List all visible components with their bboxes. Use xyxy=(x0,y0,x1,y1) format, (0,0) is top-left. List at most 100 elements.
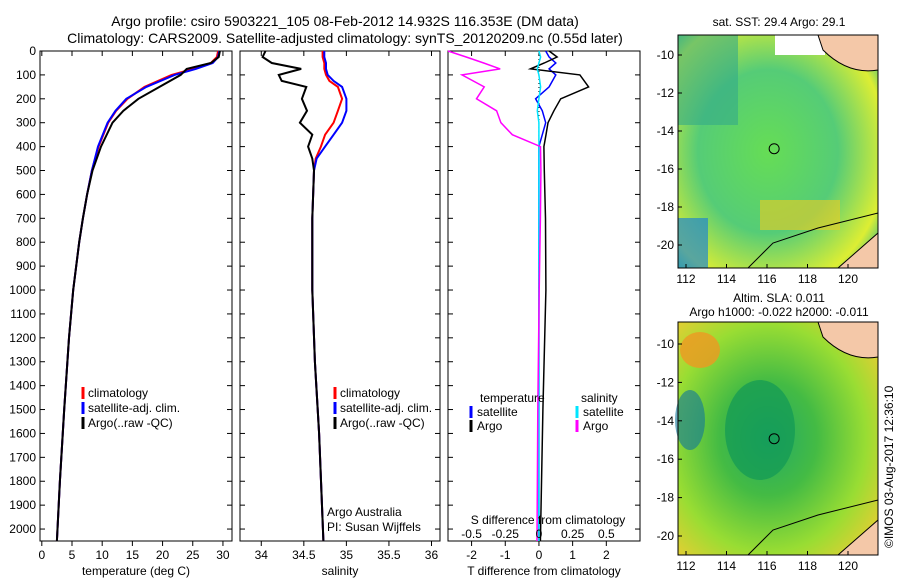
legend-label: Argo(..raw -QC) xyxy=(88,416,173,430)
annotation-line: Argo Australia xyxy=(327,505,402,519)
y-tick-label: 400 xyxy=(16,140,36,154)
top-tick-label: 0.5 xyxy=(598,527,615,541)
y-tick-label: 1300 xyxy=(9,355,36,369)
salinity-profile-panel: 34 34.5 35 35.5 36 salinity climatologysatelli… xyxy=(239,50,441,578)
plot-frame xyxy=(447,50,641,542)
x-tick-label: -2 xyxy=(466,548,477,562)
lat-tick-label: -10 xyxy=(657,48,675,62)
y-tick-label: 100 xyxy=(16,68,36,82)
map-subtitle: Argo h1000: -0.022 h2000: -0.011 xyxy=(689,305,869,319)
missing-data xyxy=(775,35,825,55)
map-title: sat. SST: 29.4 Argo: 29.1 xyxy=(713,15,846,29)
lon-tick-label: 116 xyxy=(757,272,776,286)
x-tick-label: 2 xyxy=(603,548,610,562)
argo-location-marker xyxy=(768,143,780,155)
x-axis-label: temperature (deg C) xyxy=(82,564,190,578)
x-tick-label: 25 xyxy=(186,548,200,562)
y-tick-label: 2000 xyxy=(9,522,36,536)
footer-stamp: ©IMOS 03-Aug-2017 12:36:10 xyxy=(882,385,896,548)
lon-tick-label: 116 xyxy=(757,559,776,573)
y-tick-label: 800 xyxy=(16,235,36,249)
x-tick-label: 35 xyxy=(340,548,354,562)
x-tick-label: 35.5 xyxy=(377,548,401,562)
x-tick-label: 34 xyxy=(255,548,269,562)
x-tick-label: 15 xyxy=(126,548,140,562)
series-line-argo xyxy=(55,50,221,542)
lon-tick-label: 112 xyxy=(676,272,695,286)
x-tick-label: 0 xyxy=(38,548,45,562)
lat-tick-label: -10 xyxy=(657,337,675,351)
y-tick-label: 700 xyxy=(16,211,36,225)
lat-tick-label: -18 xyxy=(657,200,675,214)
top-tick-label: 0 xyxy=(536,527,543,541)
legend-label: climatology xyxy=(88,386,148,400)
lat-tick-label: -14 xyxy=(657,124,675,138)
top-axis-label: S difference from climatology xyxy=(471,513,626,527)
x-tick-label: 5 xyxy=(69,548,76,562)
x-axis-label: salinity xyxy=(322,564,359,578)
lon-tick-label: 118 xyxy=(798,559,817,573)
top-tick-label: 0.25 xyxy=(561,527,585,541)
y-tick-label: 1700 xyxy=(9,450,36,464)
lon-tick-label: 120 xyxy=(838,272,858,286)
y-tick-label: 200 xyxy=(16,92,36,106)
series-line-s-argo-x-on-t-scale- xyxy=(447,50,542,542)
legend-label: satellite xyxy=(583,405,624,419)
legend-label: Argo xyxy=(583,419,609,433)
map-frame xyxy=(677,34,879,269)
plot-frame xyxy=(239,50,441,542)
argo-location-marker xyxy=(768,433,780,445)
title-line-1: Argo profile: csiro 5903221_105 08-Feb-2… xyxy=(111,13,579,29)
lat-tick-label: -18 xyxy=(657,491,675,505)
legend-label: Argo(..raw -QC) xyxy=(340,416,425,430)
series-line-s-satellite-x-on-t-scale- xyxy=(536,50,542,541)
y-tick-label: 1600 xyxy=(9,426,36,440)
lon-tick-label: 114 xyxy=(717,272,736,286)
annotation-line: PI: Susan Wijffels xyxy=(327,520,421,534)
x-tick-label: 36 xyxy=(425,548,439,562)
x-axis-label: T difference from climatology xyxy=(467,564,621,578)
temperature-profile-panel: 0100200300400500600700800900100011001200… xyxy=(9,44,233,578)
legend-label: climatology xyxy=(340,386,400,400)
legend-label: Argo xyxy=(477,419,503,433)
x-tick-label: 34.5 xyxy=(292,548,316,562)
y-tick-label: 900 xyxy=(16,259,36,273)
y-tick-label: 1200 xyxy=(9,331,36,345)
lat-tick-label: -16 xyxy=(657,452,675,466)
map-patch xyxy=(678,35,738,125)
y-tick-label: 1000 xyxy=(9,283,36,297)
legend-label: satellite-adj. clim. xyxy=(340,401,432,415)
x-tick-label: -1 xyxy=(500,548,511,562)
lon-tick-label: 120 xyxy=(838,559,858,573)
x-tick-label: 1 xyxy=(569,548,576,562)
x-tick-label: 30 xyxy=(216,548,230,562)
difference-profile-panel: -2 -1 0 1 2 T difference from climatology temp… xyxy=(447,50,641,578)
map-patch xyxy=(675,390,705,450)
sst-map: 112 114 116 118 120 -10 -12 -14 -16 -18 -20 sat. SS… xyxy=(657,15,879,286)
y-tick-label: 600 xyxy=(16,187,36,201)
lat-tick-label: -16 xyxy=(657,162,675,176)
x-tick-label: 0 xyxy=(536,548,543,562)
y-tick-label: 1400 xyxy=(9,379,36,393)
map-frame xyxy=(677,321,879,556)
lat-tick-label: -14 xyxy=(657,414,675,428)
lat-tick-label: -12 xyxy=(657,375,675,389)
y-tick-label: 1500 xyxy=(9,403,36,417)
map-patch xyxy=(760,200,840,230)
lat-tick-label: -12 xyxy=(657,86,675,100)
x-tick-label: 20 xyxy=(156,548,170,562)
top-tick-label: -0.5 xyxy=(461,527,482,541)
lat-tick-label: -20 xyxy=(657,238,675,252)
lon-tick-label: 112 xyxy=(676,559,695,573)
x-tick-label: 10 xyxy=(96,548,110,562)
lat-tick-label: -20 xyxy=(657,529,675,543)
map-patch xyxy=(678,218,708,268)
lon-tick-label: 114 xyxy=(717,559,736,573)
series-line-argo xyxy=(261,50,325,542)
legend-title: temperature xyxy=(480,391,545,405)
map-patch xyxy=(680,332,720,368)
lon-tick-label: 118 xyxy=(798,272,817,286)
plot-frame xyxy=(39,50,233,542)
